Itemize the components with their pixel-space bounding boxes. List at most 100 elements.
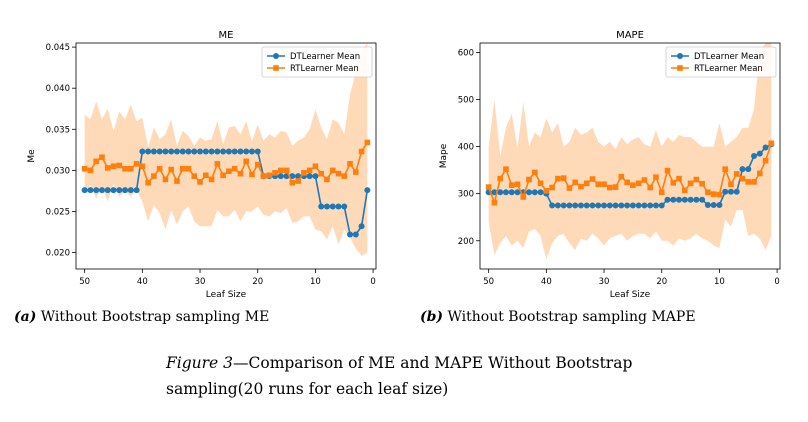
data-point-square [174, 178, 180, 184]
x-tick-label: 50 [483, 277, 494, 287]
data-point-square [583, 180, 590, 187]
data-point-circle [514, 189, 521, 196]
data-point-circle [110, 187, 117, 194]
data-point-circle [243, 148, 250, 155]
data-point-circle [364, 187, 371, 194]
y-tick-label: 400 [458, 143, 474, 153]
data-point-circle [341, 203, 348, 210]
data-point-square [185, 165, 192, 172]
data-point-circle [595, 202, 602, 209]
x-tick-label: 40 [137, 277, 148, 287]
data-point-circle [704, 201, 711, 208]
data-point-circle [98, 187, 105, 194]
data-point-square [254, 161, 261, 168]
data-point-circle [312, 173, 319, 180]
data-point-square [162, 176, 169, 183]
data-point-circle [629, 202, 636, 209]
data-point-square [682, 187, 688, 194]
data-point-square [555, 175, 561, 182]
data-point-square [635, 180, 642, 187]
data-point-square [537, 180, 544, 187]
data-point-circle [214, 148, 221, 155]
data-point-circle [635, 202, 642, 209]
data-point-square [572, 179, 578, 186]
subcaption-b-label: (b) [420, 309, 444, 325]
data-point-square [353, 169, 359, 175]
data-point-square [231, 165, 238, 172]
data-point-circle [577, 202, 584, 209]
data-point-square [757, 170, 763, 177]
legend-marker-circle [273, 53, 279, 59]
data-point-square [145, 179, 151, 186]
data-point-circle [658, 202, 665, 209]
plot-frame [75, 42, 377, 270]
data-point-square [543, 188, 550, 194]
x-tick-label: 50 [79, 277, 90, 287]
y-tick-label: 0.025 [46, 207, 70, 217]
y-tick-label: 200 [458, 237, 474, 247]
data-point-square [693, 176, 700, 183]
data-point-circle [693, 196, 700, 203]
x-tick-label: 40 [541, 277, 552, 287]
data-point-circle [127, 187, 134, 194]
data-point-square [618, 173, 625, 180]
data-point-circle [145, 148, 152, 155]
data-point-circle [318, 203, 325, 210]
data-point-square [733, 171, 740, 177]
data-point-circle [751, 153, 758, 159]
legend-marker-square [273, 65, 279, 71]
data-point-circle [687, 196, 694, 203]
data-point-square [237, 170, 244, 177]
confidence-band [84, 43, 368, 256]
data-point-circle [727, 188, 734, 195]
data-point-square [658, 189, 665, 196]
data-point-square [220, 172, 226, 179]
x-tick-label: 20 [656, 277, 667, 287]
data-point-square [560, 175, 567, 181]
data-point-circle [254, 148, 261, 155]
x-axis-label: Leaf Size [206, 290, 247, 300]
data-point-square [203, 172, 209, 179]
subcaption-a-label: (a) [14, 309, 37, 325]
data-point-square [110, 163, 117, 170]
data-point-circle [739, 166, 746, 173]
data-point-square [93, 158, 99, 165]
data-point-circle [531, 189, 538, 196]
data-point-square [676, 175, 682, 182]
data-point-square [612, 184, 619, 190]
data-point-circle [231, 148, 238, 155]
data-point-square [514, 181, 521, 188]
data-point-circle [358, 223, 365, 230]
data-point-square [289, 179, 296, 186]
data-point-square [260, 173, 267, 179]
x-tick-label: 10 [310, 277, 321, 287]
data-point-square [81, 165, 88, 172]
data-point-square [99, 154, 105, 161]
data-point-square [168, 166, 174, 173]
data-point-square [739, 175, 746, 182]
data-point-circle [93, 187, 100, 194]
data-point-square [179, 165, 186, 172]
data-point-square [653, 174, 659, 180]
data-point-square [745, 179, 752, 185]
data-point-circle [352, 231, 359, 238]
data-point-square [358, 148, 365, 155]
x-tick-label: 20 [252, 277, 263, 287]
data-point-circle [756, 150, 763, 157]
data-point-circle [502, 189, 509, 196]
data-point-square [104, 165, 111, 171]
data-point-square [243, 158, 249, 165]
subcaption-a-text: Without Bootstrap sampling ME [36, 309, 270, 325]
data-point-circle [116, 187, 123, 194]
legend-label-0: DTLearner Mean [290, 52, 360, 62]
data-point-circle [601, 202, 608, 209]
data-point-square [306, 167, 313, 174]
data-point-square [716, 191, 723, 198]
y-tick-label: 0.020 [46, 249, 70, 259]
legend-label-1: RTLearner Mean [694, 64, 763, 74]
data-point-circle [104, 187, 111, 194]
data-point-circle [652, 202, 659, 209]
data-point-square [347, 161, 353, 167]
data-point-circle [202, 148, 209, 155]
data-point-circle [237, 148, 244, 155]
